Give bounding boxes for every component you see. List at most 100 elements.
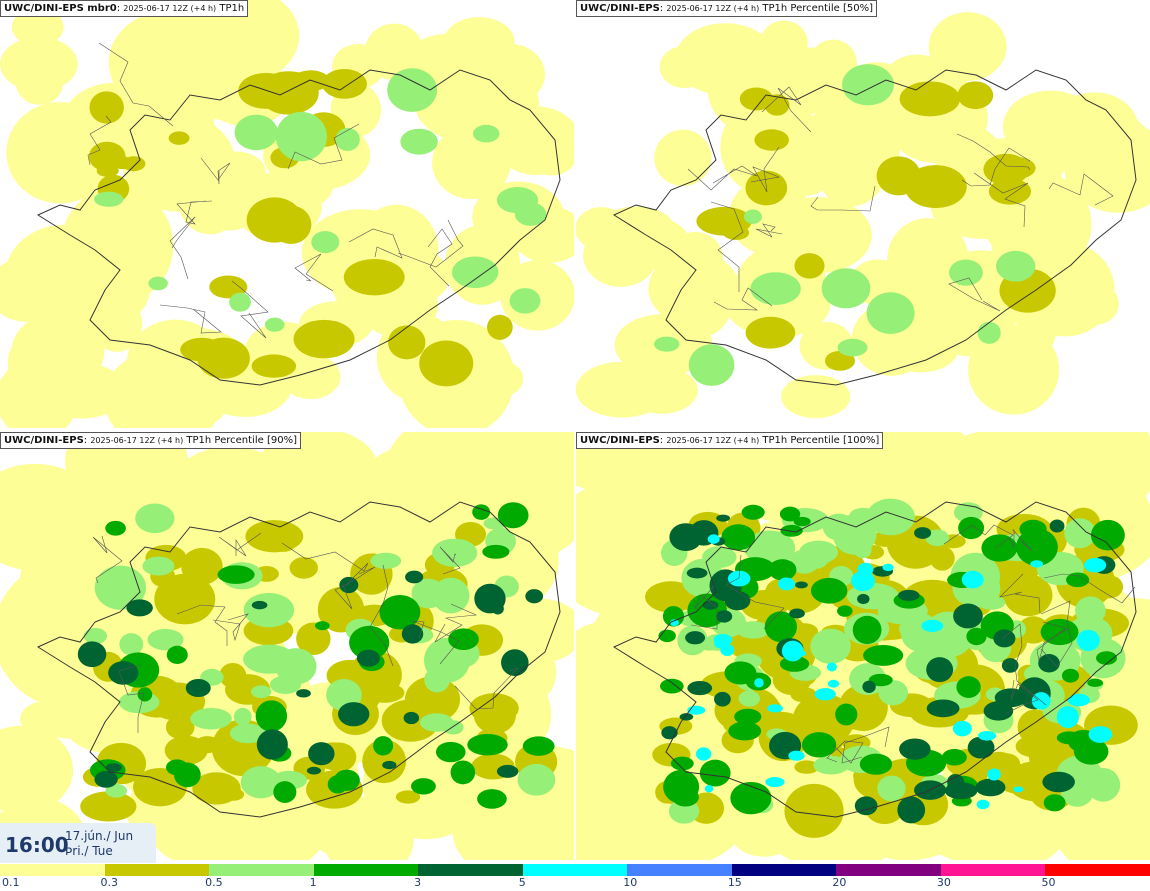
precip-area [793, 516, 811, 527]
precip-area [482, 544, 510, 559]
coastline [36, 501, 561, 818]
boundary-line [118, 664, 145, 733]
precip-area [741, 504, 765, 520]
precip-area [994, 688, 1028, 708]
precip-area [389, 250, 450, 303]
precip-area [1013, 786, 1024, 793]
precip-area [411, 372, 494, 428]
precip-area [707, 534, 720, 544]
panel-title: UWC/DINI-EPS: 2025-06-17 12Z (+4 h) TP1h… [576, 0, 877, 17]
precip-area [11, 312, 105, 390]
precip-area [1088, 726, 1113, 743]
precip-area [356, 649, 380, 667]
precip-area [401, 624, 424, 644]
precip-area [1001, 658, 1019, 673]
precip-area [395, 790, 421, 804]
precip-area [728, 721, 762, 741]
precip-area [750, 272, 801, 305]
precip-area [988, 178, 1032, 205]
precip-area [83, 627, 108, 645]
boundary-line [87, 115, 112, 166]
precip-area [497, 598, 574, 663]
precip-area [168, 131, 190, 145]
legend-tick-label: 0.3 [100, 876, 119, 889]
precip-area [506, 515, 561, 572]
precip-area [382, 760, 397, 770]
precip-area [876, 156, 921, 196]
legend-tick-label: 1 [309, 876, 317, 889]
precip-area [1073, 738, 1109, 765]
boundary-line [1036, 621, 1070, 662]
precip-area [1042, 771, 1075, 793]
precip-area [1038, 653, 1060, 673]
boundary-line [841, 726, 890, 764]
precip-area [958, 516, 985, 540]
precip-area [522, 736, 555, 756]
precip-area [767, 704, 783, 713]
precip-area [251, 685, 272, 699]
precip-area [788, 750, 805, 761]
precip-area [944, 782, 978, 800]
precip-area [496, 764, 519, 778]
precip-area [957, 81, 994, 110]
precip-area [952, 720, 972, 737]
precip-area [779, 506, 801, 522]
precip-area [654, 336, 680, 352]
precip-area [335, 127, 360, 151]
precip-area [1096, 651, 1118, 665]
boundary-line [1006, 679, 1039, 714]
precip-area [734, 708, 762, 725]
legend-tick-label: 30 [936, 876, 951, 889]
precip-area [781, 375, 851, 419]
precip-area [180, 337, 224, 362]
precip-area [738, 690, 760, 707]
boundary-line [454, 667, 519, 710]
precip-area [814, 688, 836, 701]
precip-area [419, 713, 454, 732]
precip-area [857, 593, 870, 605]
legend-swatch [731, 864, 837, 876]
precip-area [716, 610, 733, 623]
precip-area [662, 605, 685, 627]
precip-area [105, 783, 128, 798]
precip-area [105, 763, 122, 772]
precip-area [764, 611, 798, 643]
precip-area [899, 81, 961, 117]
precip-area [898, 589, 920, 601]
precip-area [105, 520, 126, 536]
boundary-line [687, 165, 758, 191]
boundary-line [810, 185, 876, 212]
precip-area [854, 796, 878, 816]
precip-area [765, 197, 872, 274]
precip-area [1056, 706, 1079, 729]
precip-area [491, 602, 504, 615]
precip-area [222, 788, 245, 801]
precip-area [94, 191, 124, 207]
boundary-line [434, 603, 478, 643]
legend-swatch [627, 864, 732, 876]
legend-swatch [209, 864, 314, 876]
legend-swatch [836, 864, 941, 876]
legend-swatch [522, 864, 628, 876]
precip-area [234, 114, 278, 151]
boundary-line [943, 524, 1014, 549]
precip-area [669, 619, 679, 627]
precip-area [583, 223, 658, 287]
precip-area [411, 778, 436, 795]
precip-area [967, 736, 995, 759]
precip-area [1009, 222, 1054, 261]
precip-area [89, 91, 124, 124]
boundary-line [973, 172, 1029, 228]
precip-area [977, 731, 997, 741]
precip-area [781, 640, 804, 662]
boundary-line [200, 157, 231, 185]
precip-area [744, 530, 796, 566]
precip-area [165, 715, 195, 740]
precip-area [721, 524, 756, 551]
boundary-line [1001, 623, 1047, 706]
precip-area [473, 124, 500, 143]
precip-area [660, 678, 684, 694]
precip-area [975, 778, 1006, 797]
legend-tick-label: 0.5 [205, 876, 223, 889]
precip-area [966, 627, 987, 646]
